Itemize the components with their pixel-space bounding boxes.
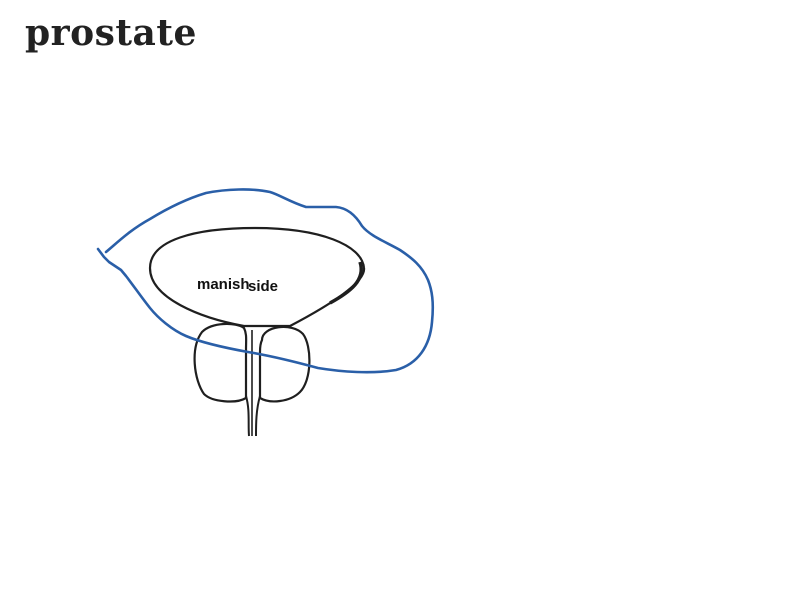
urethra-right-line	[255, 395, 261, 437]
diagram-label-primary: manish	[197, 276, 250, 293]
page-title: prostate	[25, 12, 197, 54]
bladder-shading	[329, 261, 363, 305]
urethra-left-line	[245, 395, 250, 437]
annotation-outline	[96, 188, 435, 374]
bladder-outline	[148, 226, 366, 328]
right-lobe-outline	[258, 325, 311, 403]
left-lobe-outline	[193, 322, 248, 403]
diagram-label-secondary: side	[248, 278, 278, 295]
